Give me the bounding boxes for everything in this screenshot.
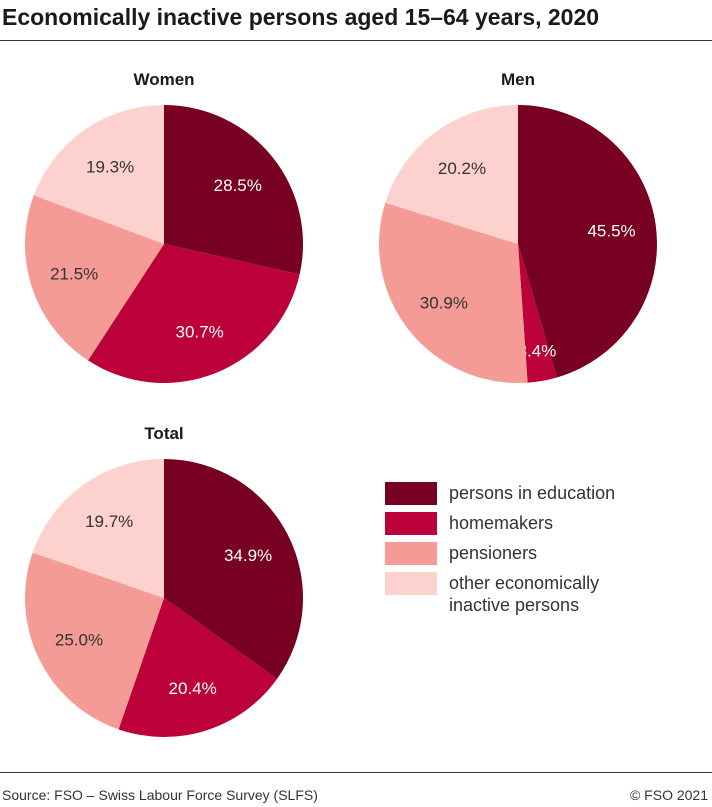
data-label: 28.5% [214, 176, 262, 195]
pie-slice [24, 552, 164, 730]
footer-rule [0, 772, 712, 773]
source-note: Source: FSO – Swiss Labour Force Survey … [2, 787, 318, 803]
pie-slice [164, 459, 303, 679]
data-label: 19.7% [85, 512, 133, 531]
legend-item: persons in education [385, 482, 649, 512]
pie-slice [379, 202, 528, 383]
pie-slice [385, 105, 518, 244]
pie-title: Total [144, 424, 183, 443]
legend-item: other economically inactive persons [385, 572, 649, 615]
data-label: 21.5% [50, 264, 98, 283]
pie-title: Men [501, 70, 535, 89]
pie-slice [518, 244, 557, 383]
legend-label: homemakers [449, 513, 554, 533]
data-label: 34.9% [224, 546, 272, 565]
data-label: 30.7% [176, 323, 224, 342]
data-label: 20.4% [169, 679, 217, 698]
legend-swatch [385, 572, 437, 595]
title-rule [0, 40, 712, 41]
pie-slice [518, 105, 658, 378]
legend-item: pensioners [385, 542, 649, 572]
legend: persons in education homemakers pensione… [385, 482, 649, 615]
pie-slice [32, 459, 165, 598]
legend-swatch [385, 542, 437, 565]
pie-title: Women [133, 70, 194, 89]
data-label: 25.0% [55, 630, 103, 649]
pie-slice [164, 105, 303, 275]
legend-swatch [385, 512, 437, 535]
copyright: © FSO 2021 [629, 787, 708, 803]
data-label: 30.9% [420, 294, 468, 313]
chart-title: Economically inactive persons aged 15–64… [2, 4, 600, 30]
data-label: 45.5% [587, 222, 635, 241]
pie-slice [88, 244, 300, 384]
legend-label: other economically inactive persons [449, 573, 600, 615]
data-label: 19.3% [86, 157, 134, 176]
legend-label: pensioners [449, 543, 538, 563]
legend-swatch [385, 482, 437, 505]
legend-label: persons in education [449, 483, 616, 503]
pie-slice [33, 104, 164, 244]
data-label: 3.4% [518, 342, 557, 361]
data-label: 20.2% [438, 159, 486, 178]
pie-slice [118, 598, 277, 737]
legend-item: homemakers [385, 512, 649, 542]
pie-slice [24, 195, 164, 361]
